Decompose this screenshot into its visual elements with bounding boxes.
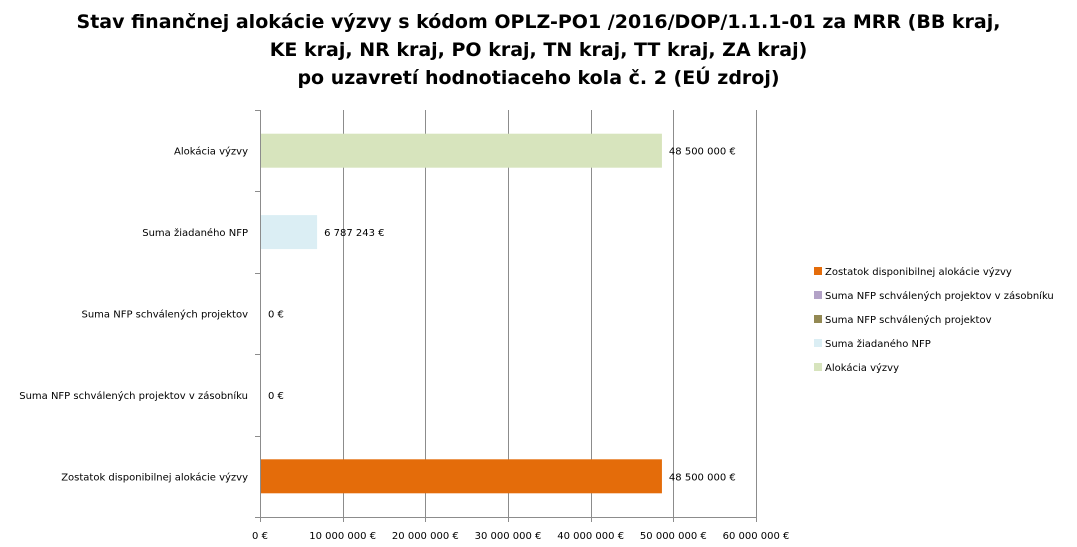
- data-label: 6 787 243 €: [324, 228, 384, 239]
- x-tick-label: 50 000 000 €: [640, 531, 707, 542]
- x-tick-label: 30 000 000 €: [475, 531, 542, 542]
- category-labels: Alokácia výzvy Suma žiadaného NFP Suma NFP…: [19, 146, 248, 484]
- legend-swatch: [814, 291, 822, 299]
- legend: Zostatok disponibilnej alokácie výzvy Sum…: [814, 266, 1054, 374]
- value-labels: 48 500 000 € 6 787 243 € 0 € 0 € 48 500 000 …: [268, 147, 736, 484]
- data-label: 0 €: [268, 310, 284, 321]
- category-label: Suma NFP schválených projektov: [81, 309, 248, 321]
- legend-swatch: [814, 267, 822, 275]
- category-label: Suma NFP schválených projektov v zásobní…: [19, 390, 248, 402]
- legend-label: Suma žiadaného NFP: [825, 338, 931, 350]
- legend-label: Suma NFP schválených projektov: [825, 314, 992, 326]
- chart-title-line-2: KE kraj, NR kraj, PO kraj, TN kraj, TT k…: [269, 39, 808, 61]
- data-label: 48 500 000 €: [669, 472, 736, 483]
- axes: [255, 110, 757, 522]
- category-label: Alokácia výzvy: [174, 146, 248, 158]
- bar: [261, 133, 662, 168]
- bar: [261, 215, 318, 250]
- legend-swatch: [814, 315, 822, 323]
- legend-label: Zostatok disponibilnej alokácie výzvy: [825, 266, 1012, 278]
- x-tick-label: 60 000 000 €: [723, 531, 790, 542]
- category-label: Suma žiadaného NFP: [142, 227, 248, 239]
- x-tick-label: 10 000 000 €: [309, 531, 376, 542]
- legend-label: Suma NFP schválených projektov v zásobní…: [825, 290, 1054, 302]
- bar: [261, 459, 662, 494]
- data-label: 48 500 000 €: [669, 147, 736, 158]
- legend-swatch: [814, 363, 822, 371]
- x-tick-label: 40 000 000 €: [557, 531, 624, 542]
- chart-title: Stav finančnej alokácie výzvy s kódom OP…: [0, 8, 1077, 92]
- bars: [261, 133, 662, 494]
- data-label: 0 €: [268, 391, 284, 402]
- chart-title-line-3: po uzavretí hodnotiaceho kola č. 2 (EÚ z…: [297, 67, 780, 89]
- chart-title-line-1: Stav finančnej alokácie výzvy s kódom OP…: [76, 11, 1001, 33]
- grid-lines: [343, 110, 757, 517]
- legend-swatch: [814, 339, 822, 347]
- x-tick-labels: 0 € 10 000 000 € 20 000 000 € 30 000 000 € 4…: [252, 531, 789, 542]
- category-label: Zostatok disponibilnej alokácie výzvy: [61, 471, 248, 483]
- x-tick-label: 20 000 000 €: [392, 531, 459, 542]
- legend-label: Alokácia výzvy: [825, 362, 899, 374]
- x-tick-label: 0 €: [252, 531, 268, 542]
